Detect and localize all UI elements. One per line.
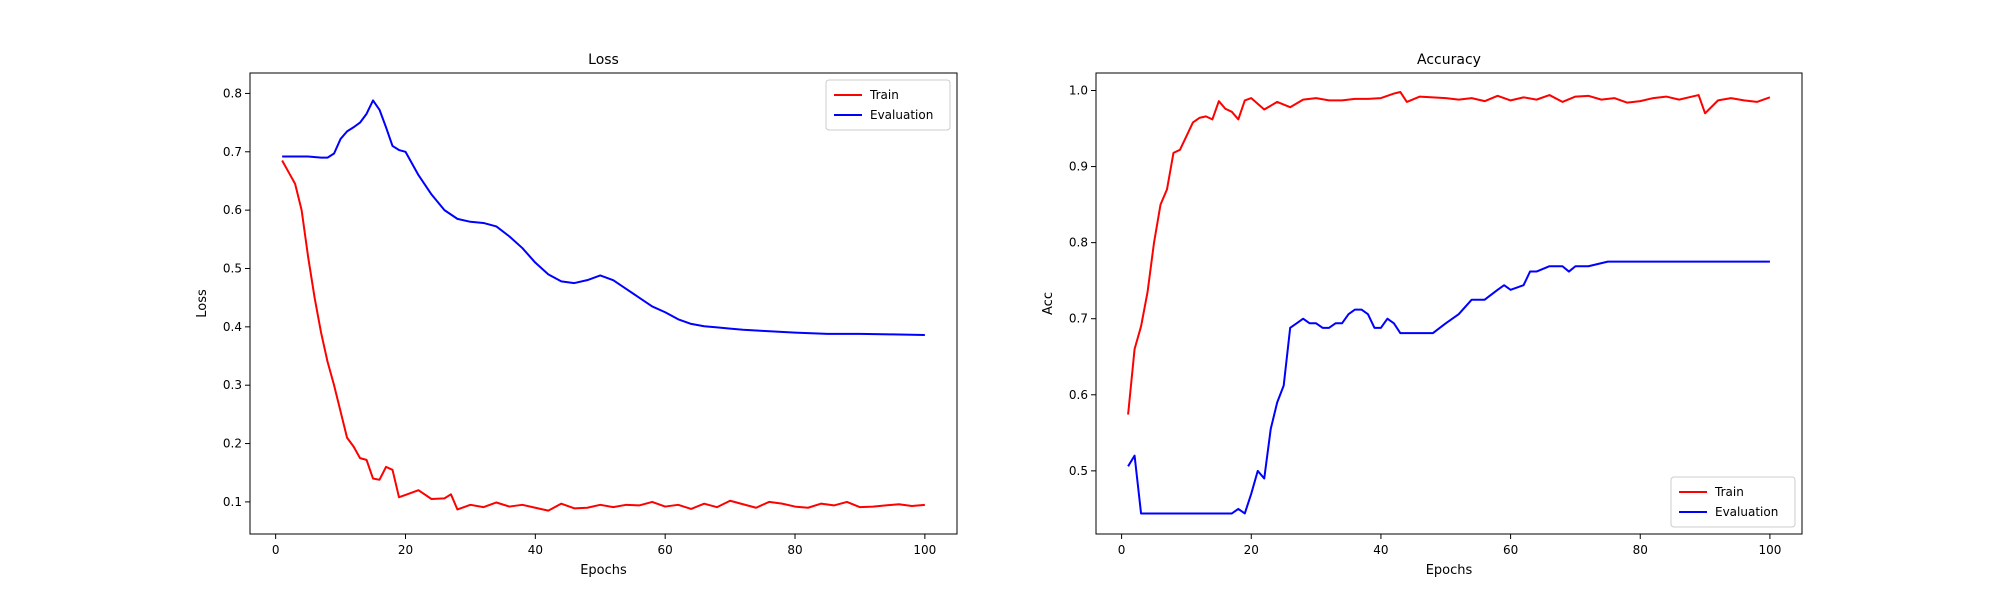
series-line-evaluation	[282, 99, 925, 337]
legend-box	[825, 79, 951, 131]
y-tick-label: 0.9	[1069, 160, 1088, 174]
series-line-train	[1127, 91, 1771, 415]
series-line-train	[281, 160, 925, 512]
series-line-evaluation	[1127, 260, 1770, 515]
x-tick-label: 100	[1758, 543, 1781, 557]
y-tick-label: 0.4	[223, 320, 242, 334]
y-tick-label: 0.7	[1069, 312, 1088, 326]
x-tick-label: 80	[1633, 543, 1648, 557]
axes-frame	[249, 72, 958, 535]
x-tick-label: 40	[528, 543, 543, 557]
x-axis-label: Epochs	[1426, 563, 1473, 578]
legend-label-evaluation: Evaluation	[1715, 505, 1778, 519]
x-tick-label: 100	[913, 543, 936, 557]
y-tick-label: 1.0	[1069, 83, 1088, 97]
y-tick-label: 0.6	[223, 203, 242, 217]
x-tick-label: 20	[1244, 543, 1259, 557]
y-tick-label: 0.5	[1069, 464, 1088, 478]
x-tick-label: 20	[398, 543, 413, 557]
x-tick-label: 80	[787, 543, 802, 557]
legend-box	[1670, 476, 1796, 528]
y-tick-label: 0.6	[1069, 388, 1088, 402]
y-tick-label: 0.3	[223, 378, 242, 392]
legend-label-train: Train	[869, 88, 899, 102]
loss-chart: Loss 0 20 40 60 80 100 0.1 0.2 0.3 0.4 0.5 0.6 0.7 0.8…	[195, 52, 958, 578]
legend-label-evaluation: Evaluation	[870, 108, 933, 122]
y-tick-label: 0.1	[223, 495, 242, 509]
legend: Train Evaluation	[825, 79, 951, 131]
y-axis-label: Acc	[1041, 292, 1056, 315]
accuracy-chart: Accuracy 0 20 40 60 80 100 0.5 0.6 0.7 0.8 0.9 1.0 Ep…	[1041, 52, 1803, 578]
y-tick-label: 0.2	[223, 437, 242, 451]
y-tick-label: 0.5	[223, 261, 242, 275]
x-axis-label: Epochs	[580, 563, 627, 578]
x-tick-label: 0	[1118, 543, 1126, 557]
legend: Train Evaluation	[1670, 476, 1796, 528]
y-axis-label: Loss	[195, 289, 210, 318]
y-tick-label: 0.8	[1069, 236, 1088, 250]
legend-label-train: Train	[1714, 485, 1744, 499]
axes-frame	[1095, 72, 1803, 535]
y-tick-label: 0.8	[223, 86, 242, 100]
y-tick-label: 0.7	[223, 145, 242, 159]
chart-title: Loss	[588, 52, 619, 68]
x-tick-label: 60	[1503, 543, 1518, 557]
x-tick-label: 60	[658, 543, 673, 557]
x-tick-label: 0	[272, 543, 280, 557]
chart-title: Accuracy	[1417, 52, 1481, 68]
x-tick-label: 40	[1373, 543, 1388, 557]
